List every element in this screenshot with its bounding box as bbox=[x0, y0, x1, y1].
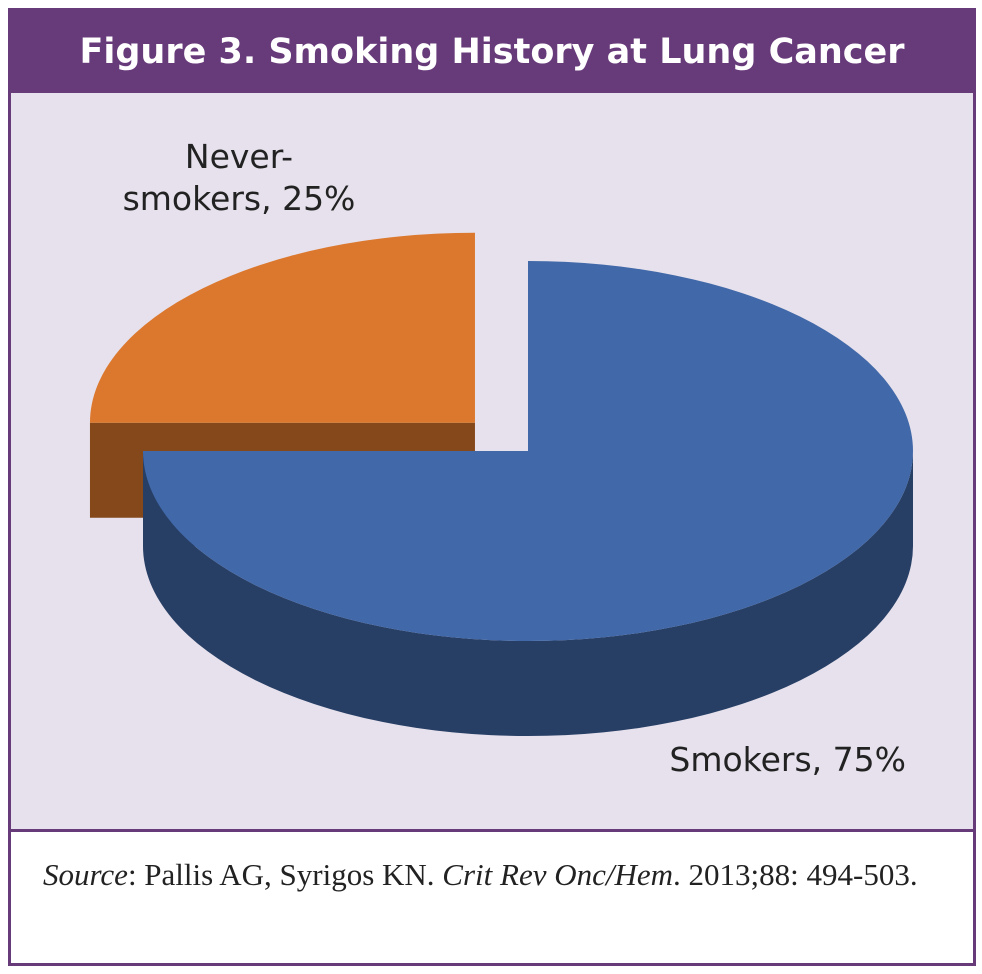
data-label: Never-smokers, 25% bbox=[123, 137, 356, 218]
figure: Figure 3. Smoking History at Lung Cancer… bbox=[8, 8, 976, 966]
chart-title: Figure 3. Smoking History at Lung Cancer… bbox=[11, 11, 973, 154]
chart: Smokers, 75% Never-smokers, 25% bbox=[89, 137, 913, 779]
pie-slice bbox=[89, 232, 475, 423]
source: Source: Pallis AG, Syrigos KN. Crit Rev … bbox=[43, 856, 943, 894]
source-authors: : Pallis AG, Syrigos KN. bbox=[127, 857, 435, 892]
source-citation: . 2013;88: 494-503. bbox=[673, 857, 918, 892]
source-label: Source bbox=[43, 857, 128, 892]
plot-area: Smokers, 75% Never-smokers, 25% bbox=[11, 93, 973, 832]
pie-side bbox=[143, 451, 913, 736]
pie-slice bbox=[143, 261, 913, 641]
source-journal: Crit Rev Onc/Hem bbox=[442, 857, 674, 892]
data-label: Smokers, 75% bbox=[669, 740, 906, 779]
